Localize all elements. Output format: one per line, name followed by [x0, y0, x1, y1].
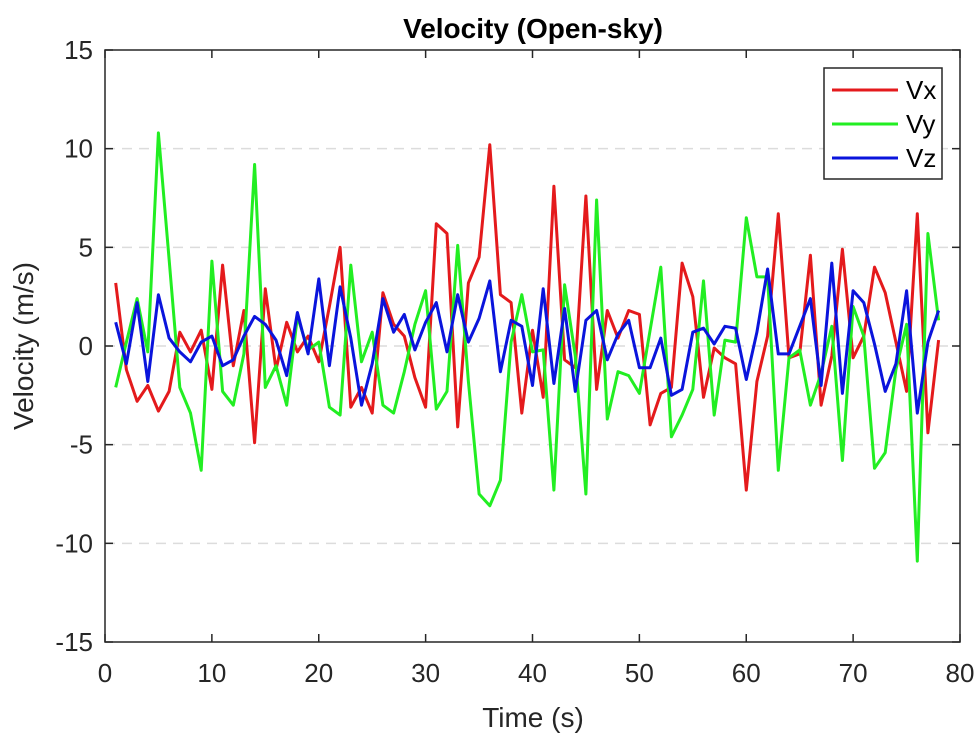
legend-label-vy: Vy [906, 109, 935, 139]
series-layer [114, 131, 941, 563]
x-tick-label: 40 [518, 658, 547, 688]
y-axis-label: Velocity (m/s) [8, 262, 39, 430]
y-tick-label: 15 [64, 35, 93, 65]
y-tick-label: 10 [64, 134, 93, 164]
x-tick-label: 10 [197, 658, 226, 688]
series-line-vy [114, 131, 941, 563]
x-tick-label: 20 [304, 658, 333, 688]
y-tick-label: 0 [79, 331, 93, 361]
x-tick-label: 80 [946, 658, 975, 688]
y-tick-label: -10 [55, 528, 93, 558]
legend-label-vx: Vx [906, 75, 936, 105]
x-tick-label: 50 [625, 658, 654, 688]
legend-label-vz: Vz [906, 143, 936, 173]
x-tick-label: 70 [839, 658, 868, 688]
series-line-vx [114, 143, 941, 492]
x-axis-label: Time (s) [482, 702, 584, 733]
axis-ticks: -15 -10 -5 0 5 10 15 0 10 20 30 40 50 60 70 80 [55, 35, 974, 688]
x-tick-label: 0 [98, 658, 112, 688]
y-tick-label: 5 [79, 232, 93, 262]
y-tick-label: -5 [70, 430, 93, 460]
y-tick-label: -15 [55, 627, 93, 657]
series-line-vz [114, 261, 941, 415]
legend: Vx Vy Vz [823, 67, 943, 180]
chart-title: Velocity (Open-sky) [403, 13, 663, 44]
x-tick-label: 30 [411, 658, 440, 688]
x-tick-label: 60 [732, 658, 761, 688]
